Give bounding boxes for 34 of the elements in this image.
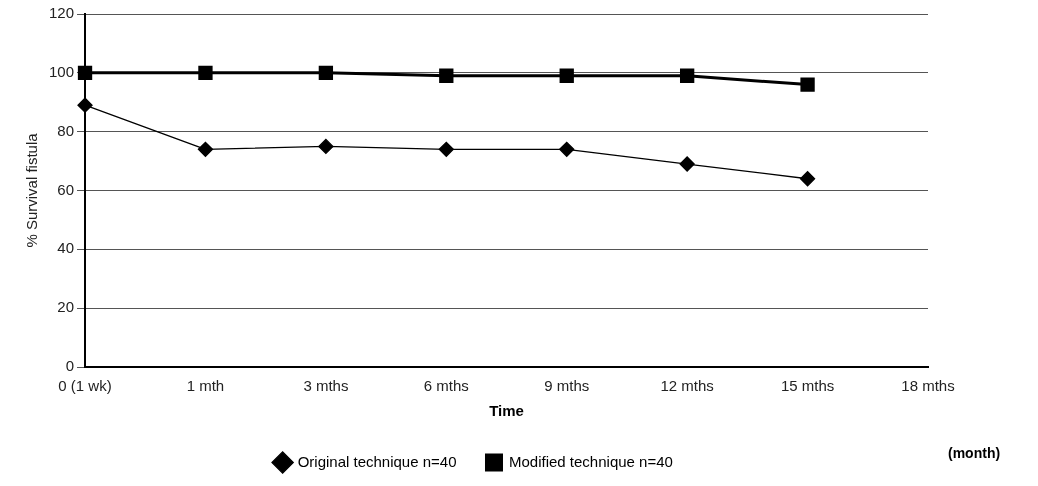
point [799,171,816,187]
point [800,77,815,92]
x-tick-label: 12 mths [660,377,714,395]
x-tick-label: 9 mths [544,377,590,395]
x-tick-label: 0 (1 wk) [58,377,112,395]
point [318,65,334,80]
y-axis-title: % Survival fistula [23,132,41,248]
point [438,141,454,157]
y-tick-label: 0 [65,357,75,375]
point [679,156,695,172]
point [198,65,213,80]
point [77,97,93,113]
point [559,68,574,83]
legend-label: Original technique n=40 [297,452,457,470]
x-tick-label: 3 mths [303,377,349,395]
x-axis-title: Time [489,402,524,420]
point [559,141,575,157]
point [439,68,454,83]
y-tick-label: 60 [57,180,75,198]
text: (month) [948,444,1001,461]
point [197,141,214,157]
x-tick-label: 18 mths [901,377,955,395]
point [77,65,93,80]
y-tick-label: 100 [49,62,75,80]
legend-label: Modified technique n=40 [509,452,673,470]
y-tick-label: 120 [49,4,75,22]
x-tick-label: 1 mth [186,377,225,395]
y-tick-label: 80 [57,121,75,139]
y-tick-label: 40 [57,239,75,257]
point [679,68,695,83]
point [318,138,334,155]
x-tick-label: 6 mths [423,377,469,395]
x-tick-label: 15 mths [780,377,835,395]
y-tick-label: 20 [57,298,75,316]
